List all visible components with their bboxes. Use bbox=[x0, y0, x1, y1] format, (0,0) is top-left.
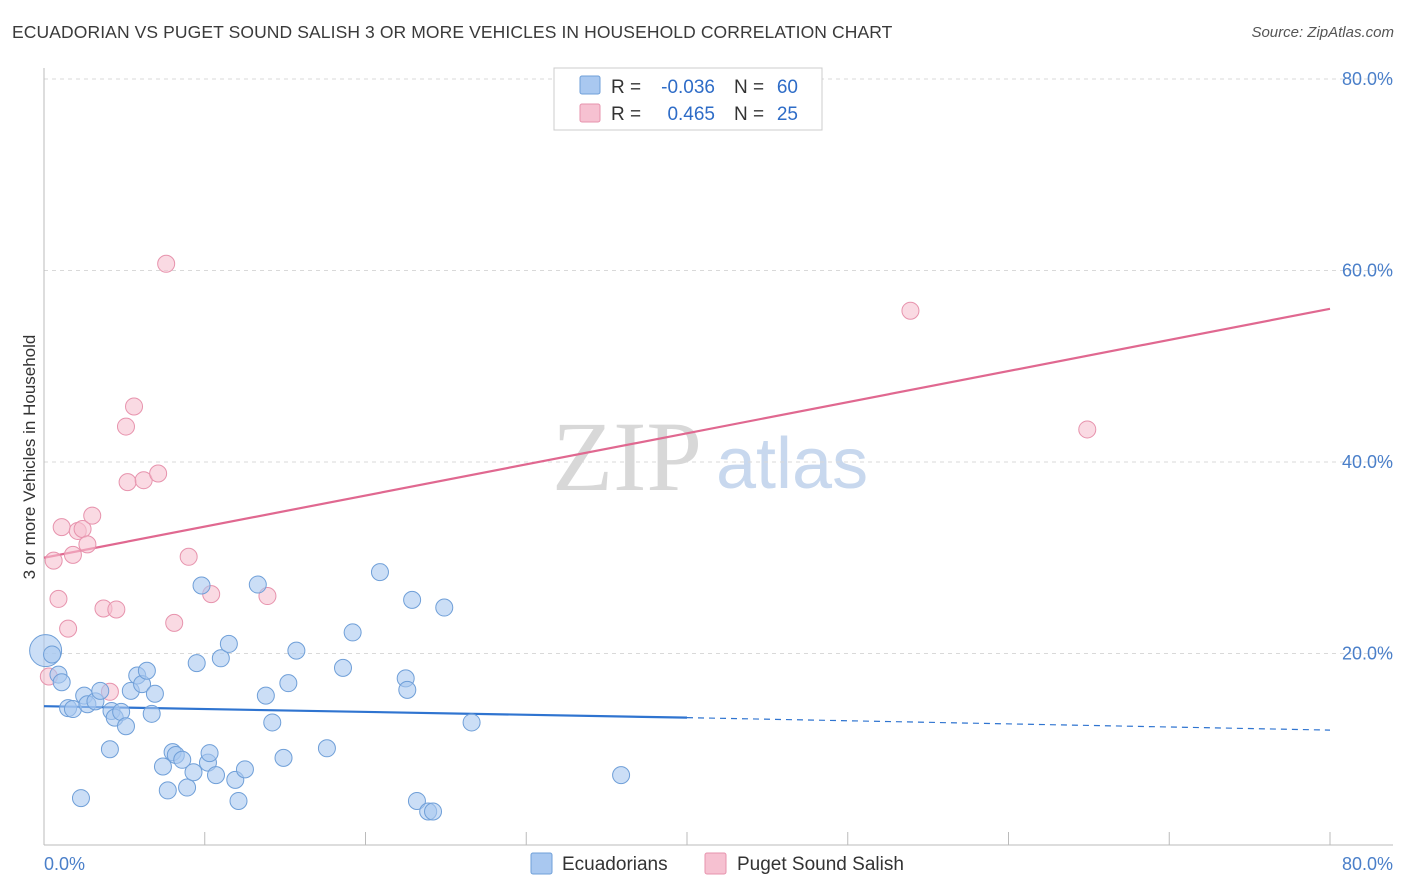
data-point-ecuadorians bbox=[92, 682, 109, 699]
data-point-puget-sound-salish bbox=[50, 590, 67, 607]
data-point-ecuadorians bbox=[143, 705, 160, 722]
watermark-atlas: atlas bbox=[716, 424, 868, 504]
data-point-ecuadorians bbox=[220, 635, 237, 652]
data-point-ecuadorians bbox=[257, 687, 274, 704]
y-tick-label: 80.0% bbox=[1342, 69, 1393, 89]
data-point-ecuadorians bbox=[334, 659, 351, 676]
legend-n-value-1: 60 bbox=[777, 77, 798, 98]
data-point-ecuadorians bbox=[371, 564, 388, 581]
data-point-puget-sound-salish bbox=[902, 302, 919, 319]
data-point-ecuadorians bbox=[275, 749, 292, 766]
x-tick-label-max: 80.0% bbox=[1342, 854, 1393, 874]
data-point-ecuadorians bbox=[404, 591, 421, 608]
data-point-ecuadorians bbox=[188, 655, 205, 672]
data-point-ecuadorians bbox=[288, 642, 305, 659]
y-tick-label: 20.0% bbox=[1342, 644, 1393, 664]
x-ticks bbox=[44, 832, 1330, 845]
bottom-legend-swatch-puget-sound-salish bbox=[705, 853, 726, 874]
data-point-puget-sound-salish bbox=[150, 465, 167, 482]
data-point-ecuadorians bbox=[280, 675, 297, 692]
bottom-legend-label-puget-sound-salish: Puget Sound Salish bbox=[737, 854, 904, 875]
data-point-puget-sound-salish bbox=[117, 418, 134, 435]
y-tick-labels: 20.0% 40.0% 60.0% 80.0% bbox=[1342, 69, 1393, 664]
data-point-puget-sound-salish bbox=[45, 552, 62, 569]
watermark-zip: ZIP bbox=[552, 401, 702, 512]
data-point-ecuadorians bbox=[436, 599, 453, 616]
legend-r-value-2: 0.465 bbox=[667, 104, 715, 125]
grid bbox=[44, 79, 1393, 654]
data-point-puget-sound-salish bbox=[108, 601, 125, 618]
data-point-ecuadorians bbox=[230, 792, 247, 809]
y-tick-label: 40.0% bbox=[1342, 452, 1393, 472]
data-point-puget-sound-salish bbox=[64, 546, 81, 563]
data-point-ecuadorians bbox=[236, 761, 253, 778]
legend-n-label-2: N = bbox=[734, 104, 764, 125]
data-point-puget-sound-salish bbox=[126, 398, 143, 415]
trendline-puget-sound-salish bbox=[44, 309, 1330, 558]
data-point-ecuadorians bbox=[249, 576, 266, 593]
trendline-ecuadorians-extension bbox=[687, 718, 1330, 730]
data-point-puget-sound-salish bbox=[180, 548, 197, 565]
data-point-ecuadorians bbox=[193, 577, 210, 594]
bottom-legend-label-ecuadorians: Ecuadorians bbox=[562, 854, 668, 875]
legend-swatch-puget-sound-salish bbox=[580, 104, 600, 122]
legend-swatch-ecuadorians bbox=[580, 76, 600, 94]
data-point-ecuadorians bbox=[399, 681, 416, 698]
data-point-ecuadorians bbox=[101, 741, 118, 758]
data-point-ecuadorians bbox=[117, 718, 134, 735]
data-point-ecuadorians bbox=[613, 767, 630, 784]
legend-r-value-1: -0.036 bbox=[661, 77, 715, 98]
data-point-puget-sound-salish bbox=[53, 519, 70, 536]
trendline-ecuadorians bbox=[44, 706, 687, 717]
bottom-legend-swatch-ecuadorians bbox=[531, 853, 552, 874]
data-point-ecuadorians bbox=[208, 767, 225, 784]
data-point-ecuadorians bbox=[425, 803, 442, 820]
legend-n-label-1: N = bbox=[734, 77, 764, 98]
data-point-puget-sound-salish bbox=[1079, 421, 1096, 438]
legend-r-label-1: R = bbox=[611, 77, 641, 98]
data-point-puget-sound-salish bbox=[84, 507, 101, 524]
data-point-puget-sound-salish bbox=[119, 474, 136, 491]
data-point-ecuadorians bbox=[146, 685, 163, 702]
data-point-ecuadorians bbox=[72, 790, 89, 807]
data-point-ecuadorians bbox=[185, 764, 202, 781]
data-point-ecuadorians bbox=[53, 674, 70, 691]
data-point-puget-sound-salish bbox=[158, 255, 175, 272]
data-point-puget-sound-salish bbox=[79, 536, 96, 553]
data-point-ecuadorians bbox=[463, 714, 480, 731]
data-point-ecuadorians bbox=[201, 745, 218, 762]
data-point-ecuadorians bbox=[264, 714, 281, 731]
data-point-ecuadorians bbox=[159, 782, 176, 799]
data-point-puget-sound-salish bbox=[166, 614, 183, 631]
data-point-ecuadorians bbox=[138, 662, 155, 679]
y-tick-label: 60.0% bbox=[1342, 261, 1393, 281]
data-point-ecuadorians bbox=[318, 740, 335, 757]
data-point-ecuadorians bbox=[179, 779, 196, 796]
series-legend: Ecuadorians Puget Sound Salish bbox=[531, 853, 904, 875]
stats-legend: R = -0.036 N = 60 R = 0.465 N = 25 bbox=[554, 68, 822, 130]
data-point-puget-sound-salish bbox=[60, 620, 77, 637]
chart-canvas: ZIP atlas 20.0% 40.0% 60.0% 80.0% 0.0% 80.0… bbox=[0, 0, 1406, 892]
trend-lines bbox=[44, 309, 1330, 730]
legend-r-label-2: R = bbox=[611, 104, 641, 125]
y-axis-label: 3 or more Vehicles in Household bbox=[20, 335, 39, 580]
data-point-ecuadorians bbox=[44, 646, 61, 663]
x-tick-label-min: 0.0% bbox=[44, 854, 85, 874]
legend-n-value-2: 25 bbox=[777, 104, 798, 125]
data-point-ecuadorians bbox=[344, 624, 361, 641]
